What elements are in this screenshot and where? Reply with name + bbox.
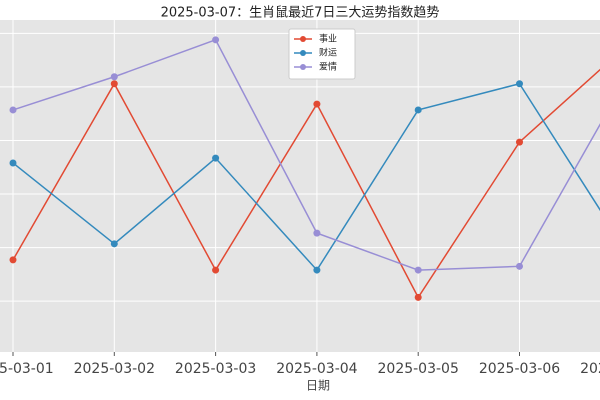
- x-axis-label: 日期: [306, 379, 330, 393]
- chart-title: 2025-03-07：生肖鼠最近7日三大运势指数趋势: [161, 5, 440, 21]
- point: [516, 80, 523, 88]
- point: [110, 80, 118, 88]
- legend-marker: [300, 64, 306, 70]
- legend-label: 财运: [319, 47, 337, 59]
- point: [9, 256, 17, 264]
- point: [110, 73, 118, 81]
- point: [212, 266, 220, 274]
- legend-marker: [300, 50, 306, 56]
- point: [414, 293, 422, 301]
- x-tick-label: 2025-03-01: [0, 361, 54, 377]
- x-tick-label: 2025-03-03: [175, 361, 256, 377]
- point: [9, 159, 17, 167]
- legend-label: 事业: [319, 33, 337, 45]
- point: [516, 262, 523, 270]
- x-tick-label: 2025-03-04: [276, 361, 357, 377]
- x-tick-label: 2025-03-02: [74, 361, 155, 377]
- point: [313, 100, 321, 108]
- point: [516, 138, 523, 146]
- x-tick-label: 2025-03-06: [479, 361, 560, 377]
- point: [414, 106, 422, 114]
- point: [313, 229, 321, 237]
- point: [212, 154, 220, 162]
- point: [313, 266, 321, 274]
- x-tick-label: 2025-03-07: [580, 361, 600, 377]
- point: [212, 36, 220, 44]
- legend-label: 爱情: [319, 61, 337, 73]
- x-tick-label: 2025-03-05: [378, 361, 459, 377]
- legend-marker: [300, 36, 306, 42]
- point: [414, 266, 422, 274]
- point: [110, 240, 118, 248]
- point: [9, 106, 17, 114]
